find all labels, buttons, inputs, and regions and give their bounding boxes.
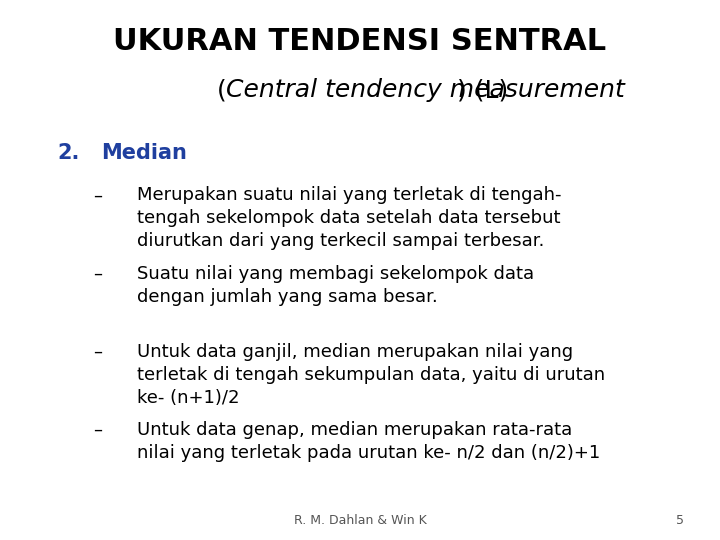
Text: –: – [94, 186, 103, 204]
Text: R. M. Dahlan & Win K: R. M. Dahlan & Win K [294, 514, 426, 526]
Text: 2.: 2. [58, 143, 80, 163]
Text: Untuk data genap, median merupakan rata-rata
nilai yang terletak pada urutan ke-: Untuk data genap, median merupakan rata-… [137, 421, 600, 462]
Text: Median: Median [101, 143, 186, 163]
Text: –: – [94, 421, 103, 439]
Text: –: – [94, 343, 103, 361]
Text: (: ( [217, 78, 226, 102]
Text: Merupakan suatu nilai yang terletak di tengah-
tengah sekelompok data setelah da: Merupakan suatu nilai yang terletak di t… [137, 186, 562, 250]
Text: Suatu nilai yang membagi sekelompok data
dengan jumlah yang sama besar.: Suatu nilai yang membagi sekelompok data… [137, 265, 534, 306]
Text: Central tendency measurement: Central tendency measurement [226, 78, 625, 102]
Text: ) (L): ) (L) [456, 78, 508, 102]
Text: Untuk data ganjil, median merupakan nilai yang
terletak di tengah sekumpulan dat: Untuk data ganjil, median merupakan nila… [137, 343, 605, 407]
Text: –: – [94, 265, 103, 282]
Text: UKURAN TENDENSI SENTRAL: UKURAN TENDENSI SENTRAL [114, 27, 606, 56]
Text: 5: 5 [676, 514, 684, 526]
